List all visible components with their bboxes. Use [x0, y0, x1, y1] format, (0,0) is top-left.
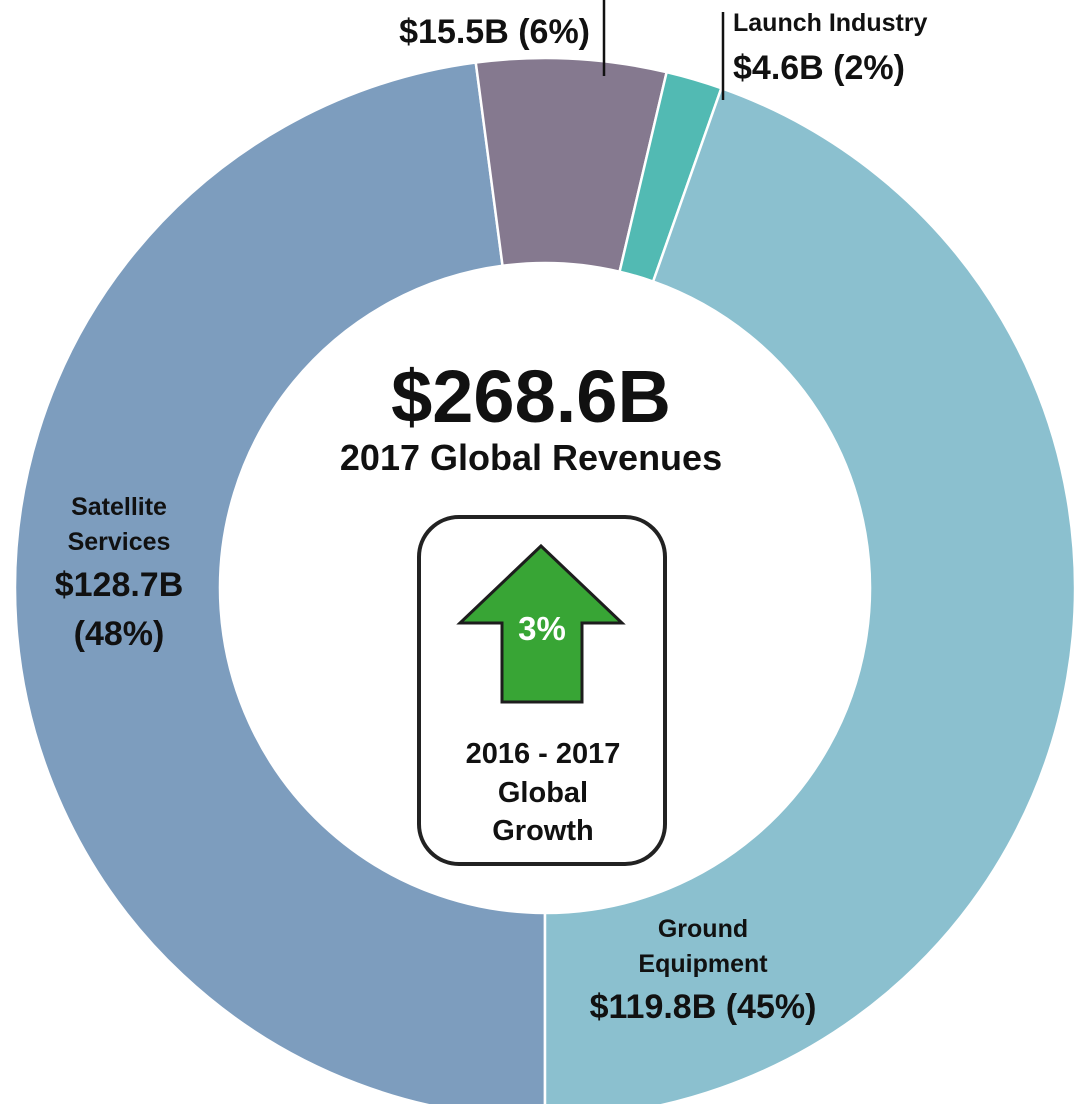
growth-percent: 3% [518, 610, 566, 647]
growth-up-arrow-icon [456, 543, 626, 704]
slice-name-line: Equipment [638, 950, 768, 978]
total-revenue-caption: 2017 Global Revenues [340, 437, 722, 478]
slice-value-label: $119.8B (45%) [590, 988, 817, 1026]
slice-value-label: $15.5B (6%) [399, 13, 590, 51]
growth-box: 3% 2016 - 2017 Global Growth [417, 515, 667, 866]
slice-value-label: $4.6B (2%) [733, 49, 905, 87]
growth-caption-line: Growth [492, 815, 594, 847]
donut-slices [13, 56, 1077, 1104]
label-launch-industry: Launch Industry $4.6B (2%) [733, 9, 928, 87]
label-slice-15-5: $15.5B (6%) [399, 13, 590, 51]
donut-slice-1 [13, 61, 547, 1104]
slice-percent-label: (48%) [74, 615, 165, 653]
growth-caption-line: 2016 - 2017 [466, 738, 621, 770]
growth-caption-line: Global [498, 777, 588, 809]
slice-value-label: $128.7B [55, 566, 184, 604]
total-revenue-value: $268.6B [391, 355, 671, 438]
slice-name-line: Ground [658, 915, 748, 943]
label-ground-equipment: Ground Equipment $119.8B (45%) [590, 915, 817, 1026]
slice-name-line: Satellite [71, 493, 167, 521]
label-satellite-services: Satellite Services $128.7B (48%) [55, 493, 184, 653]
slice-name-line: Services [68, 528, 171, 556]
slice-name-line: Launch Industry [733, 9, 928, 37]
